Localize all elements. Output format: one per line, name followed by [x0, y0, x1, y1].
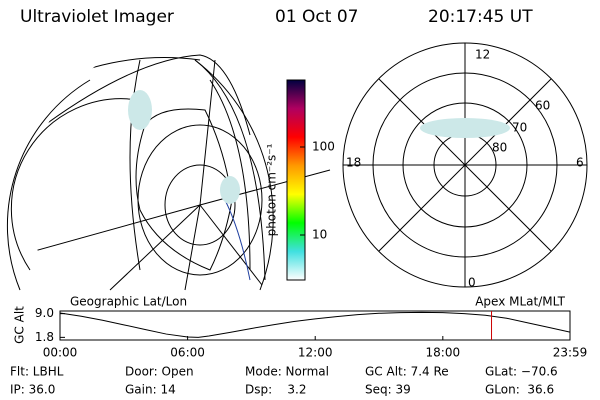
colorbar-label: photon cm⁻²s⁻¹ [265, 143, 279, 236]
mlt-label: 0 [468, 276, 476, 290]
time: 20:17:45 UT [428, 7, 533, 27]
plot-label: Geographic Lat/Lon [70, 295, 187, 309]
colorbar-tick-label: 10 [312, 227, 327, 241]
y-axis-label: GC Alt [13, 306, 27, 344]
lat-label: 60 [535, 99, 550, 113]
date: 01 Oct 07 [275, 7, 358, 27]
lat-label: 70 [512, 121, 527, 135]
footer-field: GLat: −70.6 [485, 365, 558, 379]
footer-field: Flt: LBHL [10, 365, 64, 379]
footer-field: Door: Open [125, 365, 194, 379]
colorbar [286, 79, 306, 281]
polar-plot [342, 42, 588, 288]
plot-label: Apex MLat/MLT [475, 295, 565, 309]
mlt-label: 12 [475, 48, 490, 62]
footer-field: Dsp: 3.2 [245, 383, 307, 397]
x-tick-label: 00:00 [43, 346, 78, 360]
x-tick-label: 06:00 [170, 346, 205, 360]
colorbar-tick-label: 100 [312, 139, 335, 153]
title: Ultraviolet Imager [20, 7, 174, 27]
footer-field: Mode: Normal [245, 365, 329, 379]
lat-label: 80 [492, 141, 507, 155]
footer-field: GLon: 36.6 [485, 383, 554, 397]
x-tick-label: 12:00 [298, 346, 333, 360]
geographic-map [6, 54, 331, 291]
footer-field: Seq: 39 [365, 383, 411, 397]
mlt-label: 18 [346, 156, 361, 170]
footer-field: IP: 36.0 [10, 383, 55, 397]
x-tick-label: 23:59 [553, 346, 588, 360]
footer-field: Gain: 14 [125, 383, 176, 397]
mlt-label: 6 [576, 156, 584, 170]
x-tick-label: 18:00 [426, 346, 461, 360]
alt-plot-frame [59, 310, 571, 341]
y-tick-label: 1.8 [35, 330, 54, 344]
y-tick-label: 9.0 [35, 306, 54, 320]
footer-field: GC Alt: 7.4 Re [365, 365, 449, 379]
alt-line [59, 311, 571, 338]
